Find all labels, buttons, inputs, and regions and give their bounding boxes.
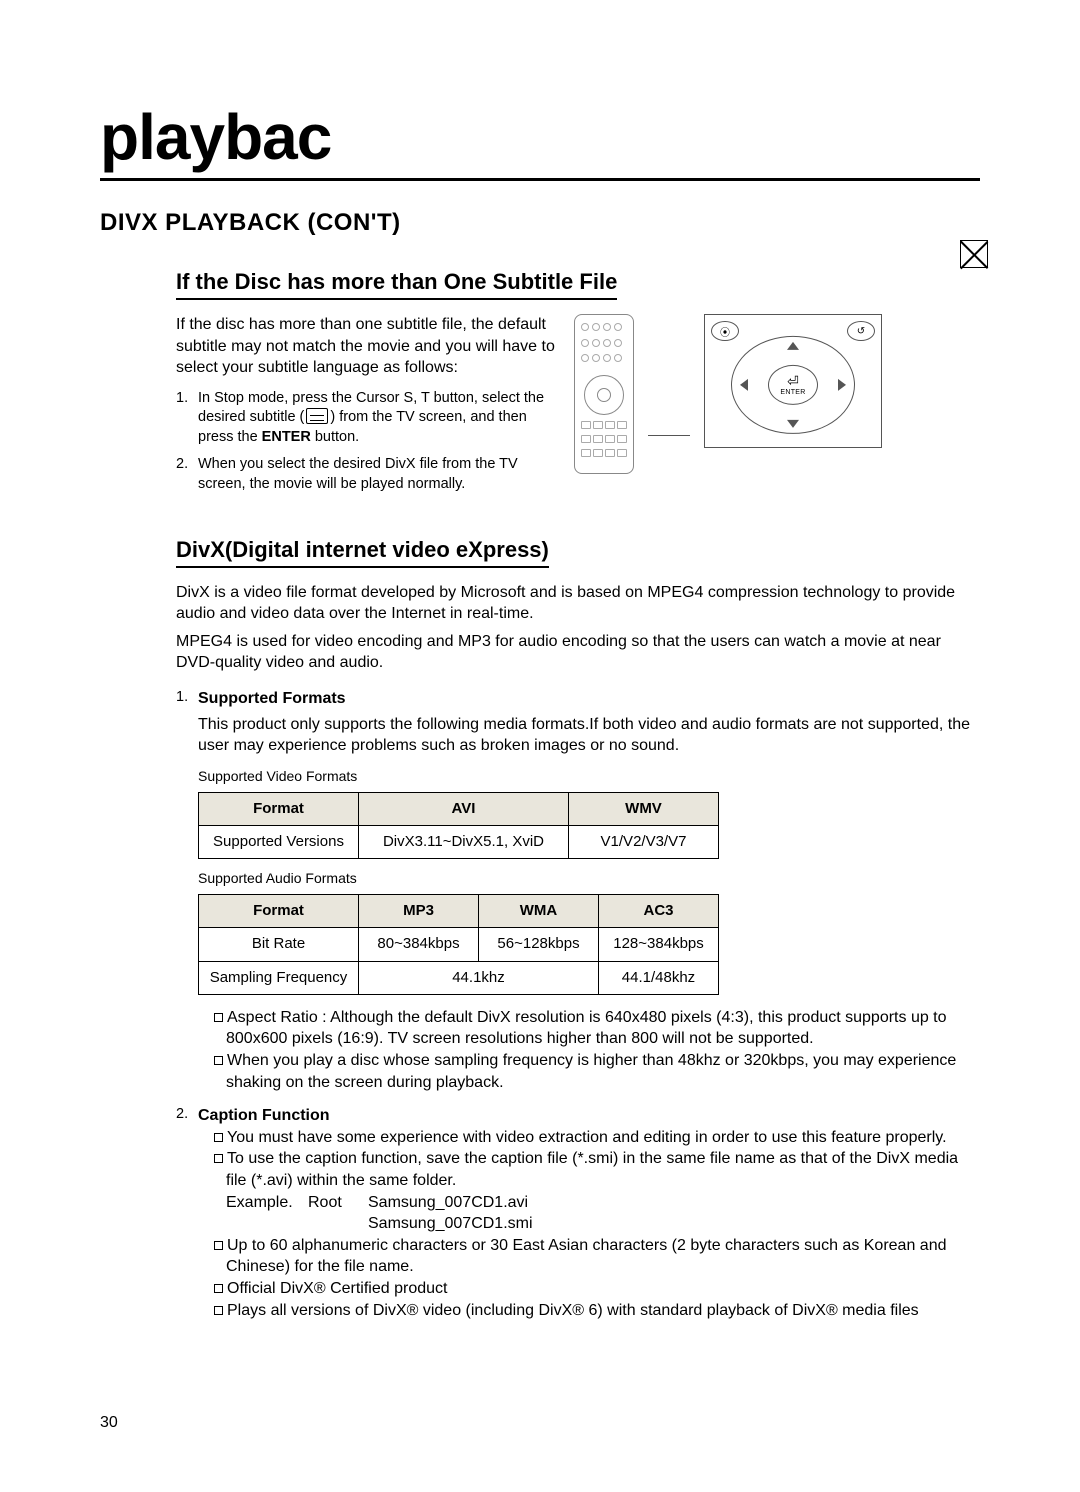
divx-heading: DivX(Digital internet video eXpress) bbox=[176, 537, 549, 568]
remote-wheel-icon bbox=[584, 375, 624, 415]
table-cell: 44.1khz bbox=[359, 961, 599, 994]
cursor-s-glyph: S bbox=[404, 390, 414, 406]
dpad-ring-icon: ⏎ ENTER bbox=[731, 336, 855, 434]
table-cell: Supported Versions bbox=[199, 825, 359, 858]
navpad-detail: ⦿ ↺ ⏎ ENTER bbox=[704, 314, 882, 448]
subtitle-file-heading: If the Disc has more than One Subtitle F… bbox=[176, 269, 617, 300]
table-header: AVI bbox=[359, 792, 569, 825]
checkbox-icon bbox=[214, 1241, 223, 1250]
video-table-caption: Supported Video Formats bbox=[198, 767, 980, 786]
table-header: MP3 bbox=[359, 895, 479, 928]
supported-formats-item: Supported Formats This product only supp… bbox=[176, 688, 980, 1093]
table-cell: Sampling Frequency bbox=[199, 961, 359, 994]
example-file-2: Samsung_007CD1.smi bbox=[368, 1215, 533, 1232]
audio-formats-table: Format MP3 WMA AC3 Bit Rate 80~384kbps 5… bbox=[198, 894, 719, 995]
example-root: Root bbox=[308, 1192, 368, 1214]
step-2: When you select the desired DivX file fr… bbox=[176, 455, 556, 494]
table-header: Format bbox=[199, 895, 359, 928]
subtitle-icon bbox=[306, 408, 328, 424]
enter-button-label: ENTER bbox=[780, 389, 805, 396]
supported-formats-desc: This product only supports the following… bbox=[198, 714, 980, 757]
dpad-down-icon bbox=[787, 420, 799, 428]
note-text: Official DivX® Certified product bbox=[227, 1280, 447, 1297]
table-row: Format AVI WMV bbox=[199, 792, 719, 825]
note-text: To use the caption function, save the ca… bbox=[226, 1150, 958, 1189]
page-title: playbac bbox=[100, 100, 980, 181]
dpad-enter-button-icon: ⏎ ENTER bbox=[768, 365, 818, 405]
step-1-fragment: button. bbox=[311, 429, 359, 445]
checkbox-icon bbox=[214, 1056, 223, 1065]
checkbox-icon bbox=[214, 1133, 223, 1142]
checkbox-icon bbox=[214, 1013, 223, 1022]
page-number: 30 bbox=[100, 1414, 118, 1432]
audio-table-caption: Supported Audio Formats bbox=[198, 869, 980, 888]
table-row: Supported Versions DivX3.11~DivX5.1, Xvi… bbox=[199, 825, 719, 858]
cursor-t-glyph: T bbox=[421, 390, 430, 406]
table-cell: DivX3.11~DivX5.1, XviD bbox=[359, 825, 569, 858]
aspect-ratio-note: Aspect Ratio : Although the default DivX… bbox=[198, 1007, 980, 1050]
divx-para-2: MPEG4 is used for video encoding and MP3… bbox=[176, 631, 980, 674]
caption-function-title: Caption Function bbox=[198, 1107, 330, 1124]
checkbox-icon bbox=[214, 1284, 223, 1293]
note-text: You must have some experience with video… bbox=[227, 1129, 947, 1146]
table-cell: 128~384kbps bbox=[599, 928, 719, 961]
divx-para-1: DivX is a video file format developed by… bbox=[176, 582, 980, 625]
subtitle-intro-text: If the disc has more than one subtitle f… bbox=[176, 314, 556, 379]
placeholder-box-icon bbox=[960, 240, 988, 268]
checkbox-icon bbox=[214, 1306, 223, 1315]
section-title: DIVX PLAYBACK (CON'T) bbox=[100, 209, 980, 237]
caption-example-line-1: Example.RootSamsung_007CD1.avi bbox=[198, 1192, 980, 1214]
dpad-up-icon bbox=[787, 342, 799, 350]
table-header: WMA bbox=[479, 895, 599, 928]
caption-function-item: Caption Function You must have some expe… bbox=[176, 1105, 980, 1321]
checkbox-icon bbox=[214, 1154, 223, 1163]
table-header: WMV bbox=[569, 792, 719, 825]
video-formats-table: Format AVI WMV Supported Versions DivX3.… bbox=[198, 792, 719, 860]
enter-label: ENTER bbox=[262, 429, 311, 445]
table-header: AC3 bbox=[599, 895, 719, 928]
note-text: When you play a disc whose sampling freq… bbox=[226, 1052, 956, 1091]
enter-symbol-icon: ⏎ bbox=[787, 374, 799, 388]
caption-bullet-1: You must have some experience with video… bbox=[198, 1127, 980, 1149]
table-cell: 44.1/48khz bbox=[599, 961, 719, 994]
step-1-fragment: In Stop mode, press the Cursor bbox=[198, 390, 404, 406]
supported-formats-title: Supported Formats bbox=[198, 690, 346, 707]
table-row: Format MP3 WMA AC3 bbox=[199, 895, 719, 928]
remote-figure: ⦿ ↺ ⏎ ENTER bbox=[574, 314, 882, 503]
caption-bullet-5: Plays all versions of DivX® video (inclu… bbox=[198, 1300, 980, 1322]
step-1: In Stop mode, press the Cursor S, T butt… bbox=[176, 389, 556, 448]
table-row: Sampling Frequency 44.1khz 44.1/48khz bbox=[199, 961, 719, 994]
table-header: Format bbox=[199, 792, 359, 825]
table-row: Bit Rate 80~384kbps 56~128kbps 128~384kb… bbox=[199, 928, 719, 961]
sampling-note: When you play a disc whose sampling freq… bbox=[198, 1050, 980, 1093]
caption-bullet-2: To use the caption function, save the ca… bbox=[198, 1148, 980, 1191]
note-text: Plays all versions of DivX® video (inclu… bbox=[227, 1302, 919, 1319]
table-cell: 80~384kbps bbox=[359, 928, 479, 961]
example-file-1: Samsung_007CD1.avi bbox=[368, 1194, 528, 1211]
table-cell: V1/V2/V3/V7 bbox=[569, 825, 719, 858]
note-text: Up to 60 alphanumeric characters or 30 E… bbox=[226, 1237, 947, 1276]
note-text: Aspect Ratio : Although the default DivX… bbox=[226, 1009, 947, 1048]
example-label: Example. bbox=[226, 1192, 308, 1214]
dpad-right-icon bbox=[838, 379, 846, 391]
dpad-left-icon bbox=[740, 379, 748, 391]
caption-example-line-2: Samsung_007CD1.smi bbox=[198, 1213, 980, 1235]
caption-bullet-3: Up to 60 alphanumeric characters or 30 E… bbox=[198, 1235, 980, 1278]
table-cell: 56~128kbps bbox=[479, 928, 599, 961]
step-1-fragment: , bbox=[413, 390, 421, 406]
table-cell: Bit Rate bbox=[199, 928, 359, 961]
remote-outline bbox=[574, 314, 634, 474]
caption-bullet-4: Official DivX® Certified product bbox=[198, 1278, 980, 1300]
figure-connector-line bbox=[648, 435, 690, 436]
